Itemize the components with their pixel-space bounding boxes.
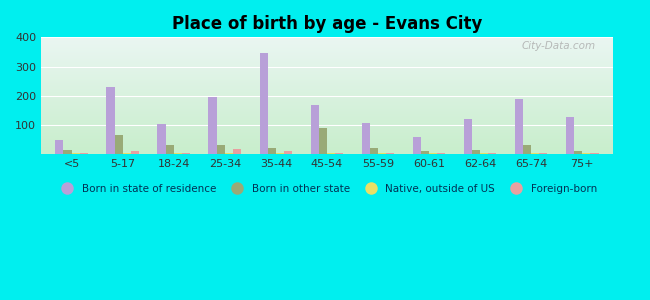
- Bar: [114, 135, 123, 154]
- Bar: [182, 153, 190, 154]
- Bar: [335, 153, 343, 154]
- Bar: [437, 153, 445, 154]
- Bar: [268, 148, 276, 154]
- Title: Place of birth by age - Evans City: Place of birth by age - Evans City: [172, 15, 482, 33]
- Bar: [311, 105, 318, 154]
- Bar: [131, 151, 139, 154]
- Bar: [361, 123, 370, 154]
- Bar: [413, 137, 421, 154]
- Bar: [523, 146, 531, 154]
- Bar: [55, 140, 64, 154]
- Bar: [107, 87, 114, 154]
- Bar: [225, 153, 233, 154]
- Bar: [233, 149, 241, 154]
- Bar: [64, 150, 72, 154]
- Bar: [463, 118, 472, 154]
- Bar: [582, 153, 590, 154]
- Bar: [378, 153, 386, 154]
- Bar: [123, 153, 131, 154]
- Legend: Born in state of residence, Born in other state, Native, outside of US, Foreign-: Born in state of residence, Born in othe…: [53, 180, 601, 198]
- Bar: [515, 99, 523, 154]
- Bar: [72, 153, 80, 154]
- Bar: [216, 146, 225, 154]
- Bar: [157, 124, 166, 154]
- Bar: [472, 150, 480, 154]
- Text: City-Data.com: City-Data.com: [521, 41, 595, 51]
- Bar: [590, 153, 599, 154]
- Bar: [259, 53, 268, 154]
- Bar: [574, 151, 582, 154]
- Bar: [284, 151, 292, 154]
- Bar: [370, 148, 378, 154]
- Bar: [566, 117, 574, 154]
- Bar: [421, 151, 429, 154]
- Bar: [166, 146, 174, 154]
- Bar: [386, 153, 395, 154]
- Bar: [488, 153, 497, 154]
- Bar: [318, 128, 327, 154]
- Bar: [276, 153, 284, 154]
- Bar: [327, 153, 335, 154]
- Bar: [429, 153, 437, 154]
- Bar: [480, 153, 488, 154]
- Bar: [209, 97, 216, 154]
- Bar: [174, 153, 182, 154]
- Bar: [540, 153, 547, 154]
- Bar: [531, 153, 540, 154]
- Bar: [80, 153, 88, 154]
